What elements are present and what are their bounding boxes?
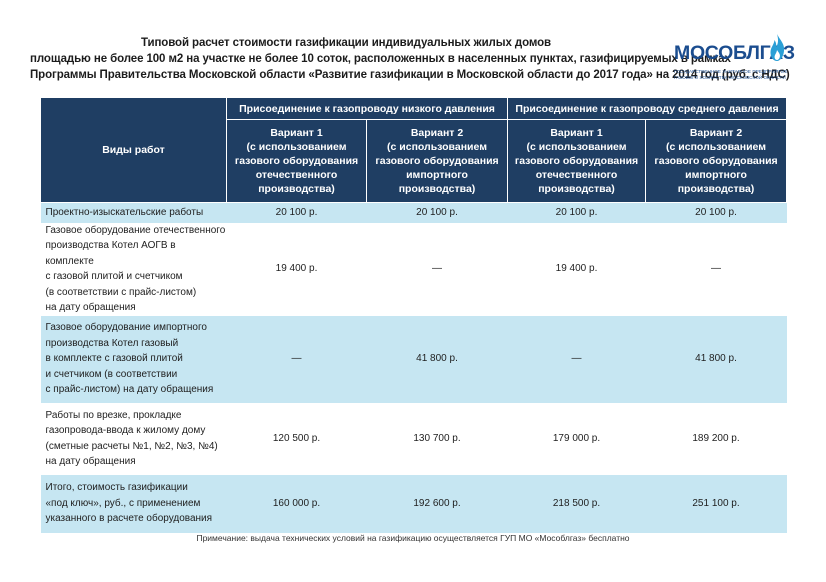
variant-desc: производства) (677, 183, 755, 195)
work-line: Работы по врезке, прокладке (45, 409, 182, 421)
variant-desc: импортного (406, 169, 468, 181)
value-cell: 20 100 р. (366, 202, 508, 223)
work-line: Итого, стоимость газификации (45, 482, 188, 494)
variant-desc: (с использованием (526, 141, 627, 153)
variant-header: Вариант 2 (с использованием газового обо… (645, 119, 788, 203)
work-line: «под ключ», руб., с применением (45, 497, 201, 509)
work-line: на дату обращения (45, 456, 136, 467)
logo-subtitle: Государственное унитарное предприятие га… (674, 69, 800, 80)
variant-desc: газового оборудования (514, 155, 639, 167)
value-cell: 179 000 р. (507, 402, 646, 475)
variant-desc: отечественного (255, 169, 338, 181)
work-line: указанного в расчете оборудования (45, 513, 213, 525)
cost-table: Виды работ Присоединение к газопроводу н… (40, 97, 788, 533)
value-cell: 189 200 р. (645, 402, 787, 475)
variant-desc: отечественного (535, 169, 618, 181)
variant-desc: (с использованием (246, 141, 347, 153)
mosoblgaz-logo: МОСОБЛГАЗ Государственное унитарное пред… (674, 34, 800, 88)
work-types-header: Виды работ (40, 97, 227, 203)
logo-subtitle-line: Государственное унитарное предприятие (674, 69, 788, 74)
medium-pressure-header: Присоединение к газопроводу среднего дав… (507, 97, 788, 120)
variant-desc: газового оборудования (654, 155, 778, 167)
work-line: (в соответствии с прайс-листом) (45, 286, 197, 298)
title-line-1: Типовой расчет стоимости газификации инд… (141, 37, 551, 49)
value-cell: — (645, 222, 787, 316)
value-cell: 41 800 р. (366, 315, 508, 403)
title-line-2: площадью не более 100 м2 на участке не б… (30, 53, 731, 65)
table-row: Проектно-изыскательские работы 20 100 р.… (40, 202, 787, 223)
work-line: производства Котел АОГВ в комплекте (45, 240, 176, 267)
value-cell: 251 100 р. (645, 474, 787, 533)
value-cell: 20 100 р. (226, 202, 367, 223)
value-cell: 20 100 р. (645, 202, 787, 223)
variant-header: Вариант 2 (с использованием газового обо… (365, 119, 509, 203)
variant-header: Вариант 1 (с использованием газового обо… (226, 119, 367, 203)
variant-desc: производства) (258, 183, 335, 195)
variant-name: Вариант 2 (410, 127, 464, 139)
work-line: Газовое оборудование импортного (45, 322, 207, 334)
variant-name: Вариант 1 (550, 127, 603, 139)
variant-desc: (с использованием (666, 141, 766, 153)
work-line: и счетчиком (в соответствии (45, 368, 178, 380)
work-line: газопровода-ввода к жилому дому (45, 425, 206, 436)
variant-desc: газового оборудования (234, 155, 359, 167)
logo-subtitle-line: газового хозяйства Московской области (674, 74, 786, 80)
value-cell: 20 100 р. (507, 202, 646, 223)
flame-icon (770, 34, 785, 61)
value-cell: 130 700 р. (366, 402, 508, 475)
work-cell: Проектно-изыскательские работы (40, 202, 227, 223)
variant-name: Вариант 1 (270, 127, 323, 139)
value-cell: 19 400 р. (226, 222, 367, 316)
work-line: в комплекте с газовой плитой (45, 353, 183, 365)
work-line: Проектно-изыскательские работы (45, 207, 204, 218)
variant-desc: газового оборудования (375, 155, 499, 167)
value-cell: — (507, 315, 646, 403)
work-cell: Газовое оборудование импортного производ… (40, 315, 227, 403)
work-cell: Итого, стоимость газификации «под ключ»,… (40, 474, 227, 533)
variant-header: Вариант 1 (с использованием газового обо… (507, 119, 647, 203)
table-row: Работы по врезке, прокладке газопровода-… (40, 402, 787, 475)
variant-desc: производства) (538, 183, 615, 195)
value-cell: 19 400 р. (507, 222, 646, 316)
value-cell: 41 800 р. (645, 315, 787, 403)
value-cell: 192 600 р. (366, 474, 508, 533)
work-line: (сметные расчеты №1, №2, №3, №4) (45, 440, 218, 452)
low-pressure-header: Присоединение к газопроводу низкого давл… (225, 97, 509, 120)
work-cell: Работы по врезке, прокладке газопровода-… (40, 402, 227, 475)
work-cell: Газовое оборудование отечественного прои… (40, 222, 227, 316)
value-cell: 218 500 р. (507, 474, 646, 533)
table-row: Газовое оборудование импортного производ… (40, 315, 787, 403)
variant-desc: производства) (398, 183, 476, 195)
footnote: Примечание: выдача технических условий н… (196, 533, 630, 543)
variant-name: Вариант 2 (689, 127, 743, 139)
variant-desc: (с использованием (387, 141, 487, 153)
work-line: на дату обращения (45, 302, 136, 313)
table-row: Газовое оборудование отечественного прои… (40, 222, 787, 316)
value-cell: — (226, 315, 367, 403)
work-line: с прайс-листом) на дату обращения (45, 384, 214, 396)
value-cell: 120 500 р. (226, 402, 367, 475)
logo-name: МОСОБЛГАЗ (674, 42, 795, 64)
value-cell: 160 000 р. (226, 474, 367, 533)
variant-desc: импортного (685, 169, 747, 181)
document-title: Типовой расчет стоимости газификации инд… (30, 35, 790, 83)
work-line: с газовой плитой и счетчиком (45, 271, 183, 282)
title-line-3: Программы Правительства Московской облас… (30, 69, 790, 81)
work-line: производства Котел газовый (45, 337, 179, 349)
work-line: Газовое оборудование отечественного (45, 224, 226, 236)
value-cell: — (366, 222, 508, 316)
table-row: Итого, стоимость газификации «под ключ»,… (40, 474, 787, 533)
